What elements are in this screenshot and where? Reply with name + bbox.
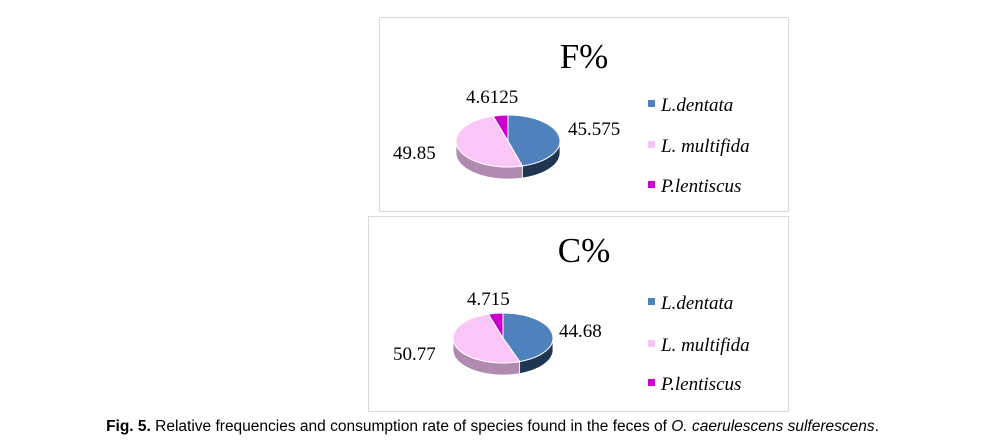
- slice-multifida: [455, 115, 524, 168]
- legend-swatch-dentata: [648, 298, 655, 305]
- legend-label-multifida: L. multifida: [660, 335, 750, 356]
- data-label-lentiscus: 4.6125: [466, 87, 518, 108]
- slice-dentata: [507, 114, 561, 167]
- legend-label-dentata: L.dentata: [660, 293, 733, 314]
- slice-lentiscus: [492, 114, 509, 143]
- slice-dentata: [502, 312, 554, 363]
- legend-swatch-dentata: [648, 100, 655, 107]
- figure-label: Fig. 5.: [106, 418, 151, 435]
- legend-label-lentiscus: P.lentiscus: [660, 374, 741, 395]
- chart-consumption: C% 44.68 50.77 4.715 L.dentata L. multif…: [368, 216, 789, 412]
- legend: L.dentata L. multifida P.lentiscus: [648, 95, 750, 197]
- data-label-lentiscus: 4.715: [467, 289, 510, 310]
- chart-title: C%: [558, 231, 611, 270]
- caption-species: O. caerulescens sulferescens: [671, 418, 875, 435]
- caption-text: Relative frequencies and consumption rat…: [150, 418, 672, 435]
- legend-label-dentata: L.dentata: [660, 95, 733, 116]
- legend-swatch-lentiscus: [648, 379, 655, 386]
- pie-chart-c: C% 44.68 50.77 4.715 L.dentata L. multif…: [393, 231, 750, 395]
- data-label-multifida: 50.77: [393, 344, 436, 365]
- chart-title: F%: [560, 37, 609, 76]
- legend-label-lentiscus: P.lentiscus: [660, 176, 741, 197]
- pie-slices: [452, 312, 554, 376]
- legend-label-multifida: L. multifida: [660, 136, 750, 157]
- legend-swatch-multifida: [648, 141, 655, 148]
- legend-swatch-multifida: [648, 340, 655, 347]
- caption-end: .: [874, 418, 879, 435]
- legend-swatch-lentiscus: [648, 181, 655, 188]
- data-label-dentata: 44.68: [559, 321, 602, 342]
- pie-slices: [455, 114, 561, 180]
- slice-lentiscus: [487, 312, 504, 340]
- chart-frequency: F% 45.575 49.85 4.6125 L.dentata L. mult…: [379, 17, 789, 212]
- legend: L.dentata L. multifida P.lentiscus: [648, 293, 750, 395]
- data-label-dentata: 45.575: [568, 119, 620, 140]
- data-label-multifida: 49.85: [393, 143, 436, 164]
- pie-chart-f: F% 45.575 49.85 4.6125 L.dentata L. mult…: [393, 37, 750, 197]
- figure-caption: Fig. 5. Relative frequencies and consump…: [0, 418, 985, 436]
- slice-multifida: [452, 313, 521, 364]
